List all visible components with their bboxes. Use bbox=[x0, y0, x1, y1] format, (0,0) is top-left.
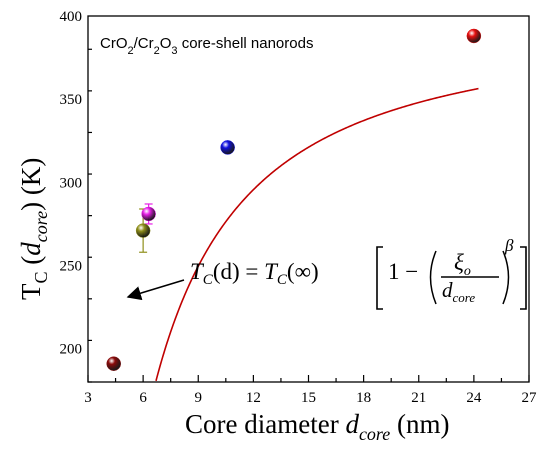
fit-curve bbox=[155, 87, 479, 382]
data-point bbox=[466, 28, 482, 44]
y-axis-label: TC (dcore) (K) bbox=[16, 158, 51, 300]
data-point bbox=[220, 140, 235, 155]
svg-text:1 −: 1 − bbox=[388, 259, 418, 284]
svg-text:β: β bbox=[504, 236, 514, 255]
x-tick-label: 15 bbox=[301, 390, 316, 406]
y-tick-label: 400 bbox=[60, 9, 83, 25]
y-tick-label: 250 bbox=[60, 259, 83, 275]
equation-arrow bbox=[126, 279, 185, 301]
data-points bbox=[106, 28, 482, 371]
data-point bbox=[106, 356, 121, 371]
y-tick-label: 300 bbox=[60, 175, 83, 191]
x-tick-label: 24 bbox=[466, 390, 482, 406]
plot-frame bbox=[87, 15, 530, 383]
x-tick-label: 9 bbox=[195, 390, 203, 406]
x-axis-label: Core diameter dcore (nm) bbox=[185, 409, 450, 444]
chart-annotation-title: CrO2/Cr2O3 core-shell nanorods bbox=[100, 35, 313, 57]
y-tick-label: 200 bbox=[60, 342, 83, 358]
svg-text:dcore: dcore bbox=[442, 278, 475, 305]
x-tick-label: 27 bbox=[522, 390, 538, 406]
fit-equation: TC(d) = TC(∞) 1 − ξo dcore β bbox=[190, 236, 527, 310]
svg-text:ξo: ξo bbox=[454, 250, 471, 279]
x-tick-label: 21 bbox=[411, 390, 426, 406]
x-tick-label: 18 bbox=[356, 390, 371, 406]
data-point bbox=[141, 206, 156, 222]
fit-curve-layer bbox=[155, 87, 479, 382]
x-tick-label: 6 bbox=[139, 390, 147, 406]
axis-ticks: 3 6 9 12 15 18 21 24 27 200 250 300 350 400 bbox=[60, 9, 538, 406]
svg-text:TC(d) = TC(∞): TC(d) = TC(∞) bbox=[190, 259, 319, 288]
x-tick-label: 3 bbox=[84, 390, 92, 406]
x-tick-label: 12 bbox=[246, 390, 261, 406]
data-point bbox=[135, 223, 151, 238]
y-tick-label: 350 bbox=[60, 92, 83, 108]
